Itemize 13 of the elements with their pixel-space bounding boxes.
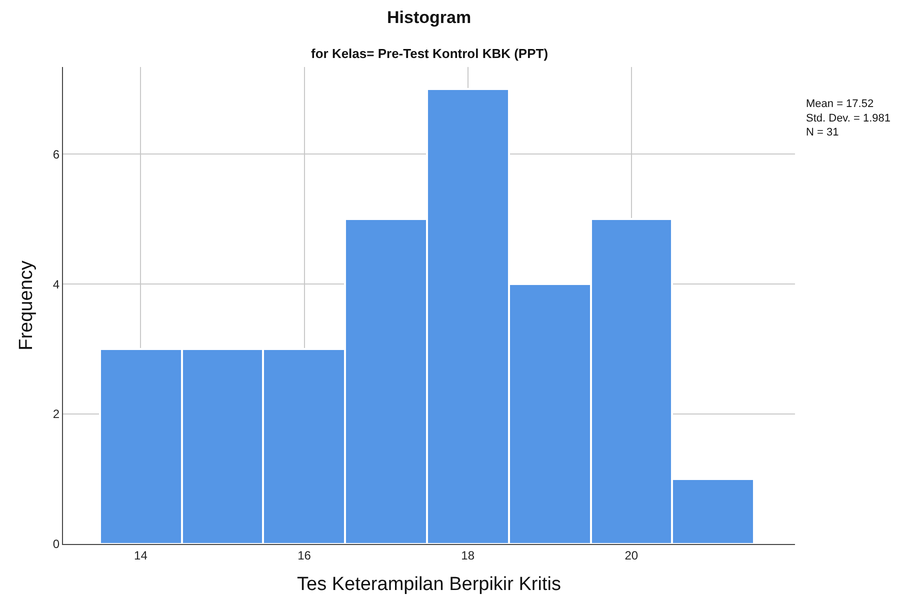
text: Mean = 17.52 Std. Dev. = 1.981 N = 31 <box>806 98 890 139</box>
x-tick-label: 16 <box>298 548 312 562</box>
x-tick-label: 20 <box>624 548 638 562</box>
y-tick-label: 2 <box>52 407 60 422</box>
y-tick-label: 6 <box>52 147 60 162</box>
chart-title: Histogram <box>387 8 472 27</box>
y-tick-label: 4 <box>52 277 60 292</box>
y-tick-label: 0 <box>52 537 60 552</box>
x-axis-title: Tes Keterampilan Berpikir Kritis <box>297 574 561 596</box>
x-tick-label: 14 <box>134 548 148 562</box>
x-tick-label: 18 <box>461 548 475 562</box>
y-axis-title: Frequency <box>16 260 37 350</box>
chart-subtitle: for Kelas= Pre-Test Kontrol KBK (PPT) <box>311 46 548 61</box>
